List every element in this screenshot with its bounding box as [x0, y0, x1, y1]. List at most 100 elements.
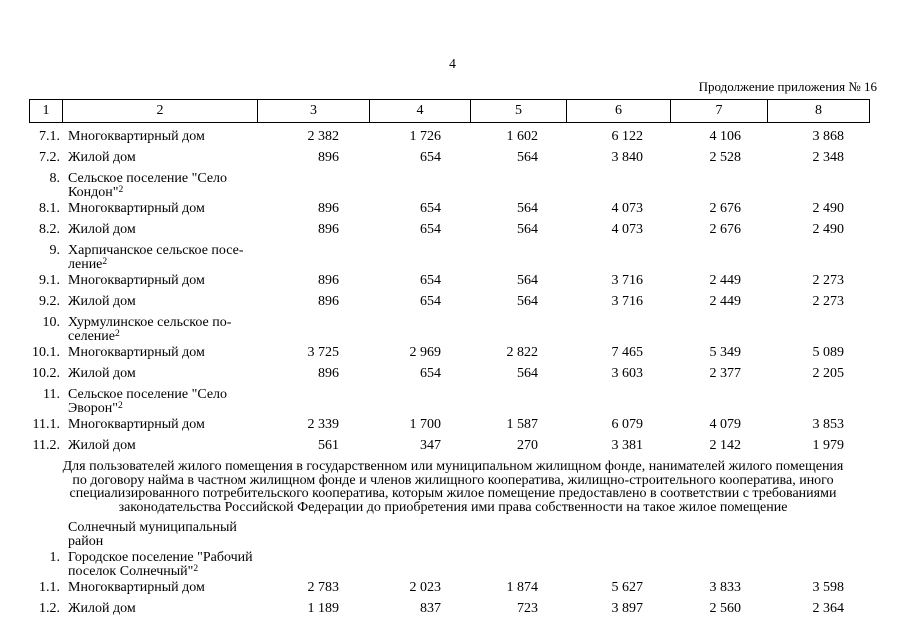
note-line: законодательства Российской Федерации до…	[118, 499, 788, 515]
value-cell: 6 122	[611, 129, 644, 144]
row-name-line: Многоквартирный дом	[68, 580, 205, 595]
row-name-line: Жилой дом	[68, 150, 136, 165]
value-cell: 2 490	[812, 201, 845, 216]
page-number: 4	[449, 56, 456, 71]
value-cell: 2 339	[307, 417, 340, 432]
table-row: 9. Харпичанское сельское посе-ление2	[29, 244, 877, 272]
value-cell: 5 089	[812, 345, 845, 360]
table-row: 1. Городское поселение "Рабочий поселок Со…	[29, 551, 877, 579]
note-line: Для пользователей жилого помещения в гос…	[62, 459, 844, 474]
value-cell: 1 602	[506, 129, 539, 144]
table-row: 1.2. Жилой дом 1 189 837 723 3 897 2 560 2 364	[29, 602, 877, 616]
row-name-cell: Солнечный муниципальный район	[63, 521, 259, 549]
table-row: 8.2. Жилой дом 896 654 564 4 073 2 676 2 490	[29, 223, 877, 237]
row-name-line: Сельское поселение "Село	[68, 171, 228, 186]
value-cell: 896	[318, 201, 339, 216]
row-number-cell: 9.	[49, 243, 61, 258]
row-name-cell: Многоквартирный дом	[63, 274, 259, 288]
value-cell: 1 587	[506, 417, 539, 432]
value-cell: 347	[420, 438, 441, 453]
row-number-cell: 1.1.	[39, 580, 60, 595]
value-cell: 564	[517, 201, 538, 216]
table-row: 8. Сельское поселение "Село Кондон"2	[29, 172, 877, 200]
value-cell: 6 079	[611, 417, 644, 432]
table-row: 10.2. Жилой дом 896 654 564 3 603 2 377 2 205	[29, 367, 877, 381]
value-cell: 1 874	[506, 580, 539, 595]
value-cell: 3 840	[611, 150, 644, 165]
value-cell: 3 381	[611, 438, 644, 453]
value-cell: 896	[318, 366, 339, 381]
value-cell: 270	[517, 438, 538, 453]
row-name-line: Городское поселение "Рабочий	[68, 550, 253, 565]
row-number-cell: 10.	[42, 315, 61, 330]
header-cell: 8	[767, 99, 870, 123]
row-name-line: район	[68, 534, 104, 549]
value-cell: 896	[318, 222, 339, 237]
row-name-line: Хурмулинское сельское по-	[68, 315, 232, 330]
value-cell: 2 142	[709, 438, 742, 453]
table-row: 9.1. Многоквартирный дом 896 654 564 3 716 2 4…	[29, 274, 877, 288]
table-row: 9.2. Жилой дом 896 654 564 3 716 2 449 2 273	[29, 295, 877, 309]
row-number-cell: 1.	[49, 550, 61, 565]
value-cell: 2 490	[812, 222, 845, 237]
row-name-cell: Многоквартирный дом	[63, 581, 259, 595]
header-cell: 2	[62, 99, 258, 123]
value-cell: 2 783	[307, 580, 340, 595]
footnote-superscript: 2	[118, 185, 124, 195]
row-name-cell: Многоквартирный дом	[63, 418, 259, 432]
row-name-line: Многоквартирный дом	[68, 345, 205, 360]
value-cell: 3 853	[812, 417, 845, 432]
row-name-line: Многоквартирный дом	[68, 417, 205, 432]
value-cell: 3 833	[709, 580, 742, 595]
footnote-superscript: 2	[117, 401, 123, 411]
row-name-line: Харпичанское сельское посе-	[68, 243, 244, 258]
footnote-superscript: 2	[102, 257, 108, 267]
row-name-line: Жилой дом	[68, 294, 136, 309]
footnote-superscript: 2	[193, 564, 199, 574]
value-cell: 654	[420, 222, 441, 237]
value-cell: 654	[420, 366, 441, 381]
row-number-cell: 7.1.	[39, 129, 60, 144]
row-name-line: Многоквартирный дом	[68, 273, 205, 288]
footnote-superscript: 2	[115, 329, 120, 339]
header-cell: 6	[566, 99, 671, 123]
value-cell: 564	[517, 222, 538, 237]
table-row: Солнечный муниципальный район	[29, 521, 877, 549]
value-cell: 2 382	[307, 129, 340, 144]
value-cell: 1 979	[812, 438, 845, 453]
value-cell: 2 449	[709, 294, 742, 309]
value-cell: 2 377	[709, 366, 742, 381]
row-name-cell: Сельское поселение "Село Кондон"2	[63, 172, 259, 200]
value-cell: 5 349	[709, 345, 742, 360]
value-cell: 3 725	[307, 345, 340, 360]
value-cell: 3 603	[611, 366, 644, 381]
note-paragraph: Для пользователей жилого помещения в гос…	[29, 460, 877, 514]
value-cell: 561	[318, 438, 339, 453]
row-name-cell: Жилой дом	[63, 602, 259, 616]
header-cell: 1	[29, 99, 63, 123]
value-cell: 5 627	[611, 580, 644, 595]
value-cell: 3 868	[812, 129, 845, 144]
table-row: 10. Хурмулинское сельское по-селение2	[29, 316, 877, 344]
row-number-cell: 10.2.	[32, 366, 60, 381]
value-cell: 2 676	[709, 201, 742, 216]
note-line: по договору найма в частном жилищном фон…	[72, 472, 834, 488]
row-name-cell: Многоквартирный дом	[63, 202, 259, 216]
row-number-cell: 9.2.	[39, 294, 60, 309]
header-cell: 4	[369, 99, 471, 123]
row-name-line: ление2	[68, 257, 108, 272]
row-number-cell: 8.	[49, 171, 61, 186]
value-cell: 2 560	[709, 601, 742, 616]
value-cell: 2 205	[812, 366, 845, 381]
row-name-line: Жилой дом	[68, 601, 136, 616]
value-cell: 3 598	[812, 580, 845, 595]
value-cell: 4 073	[611, 201, 644, 216]
row-name-cell: Жилой дом	[63, 223, 259, 237]
value-cell: 564	[517, 366, 538, 381]
value-cell: 564	[517, 150, 538, 165]
value-cell: 837	[420, 601, 441, 616]
value-cell: 723	[517, 601, 538, 616]
value-cell: 2 676	[709, 222, 742, 237]
